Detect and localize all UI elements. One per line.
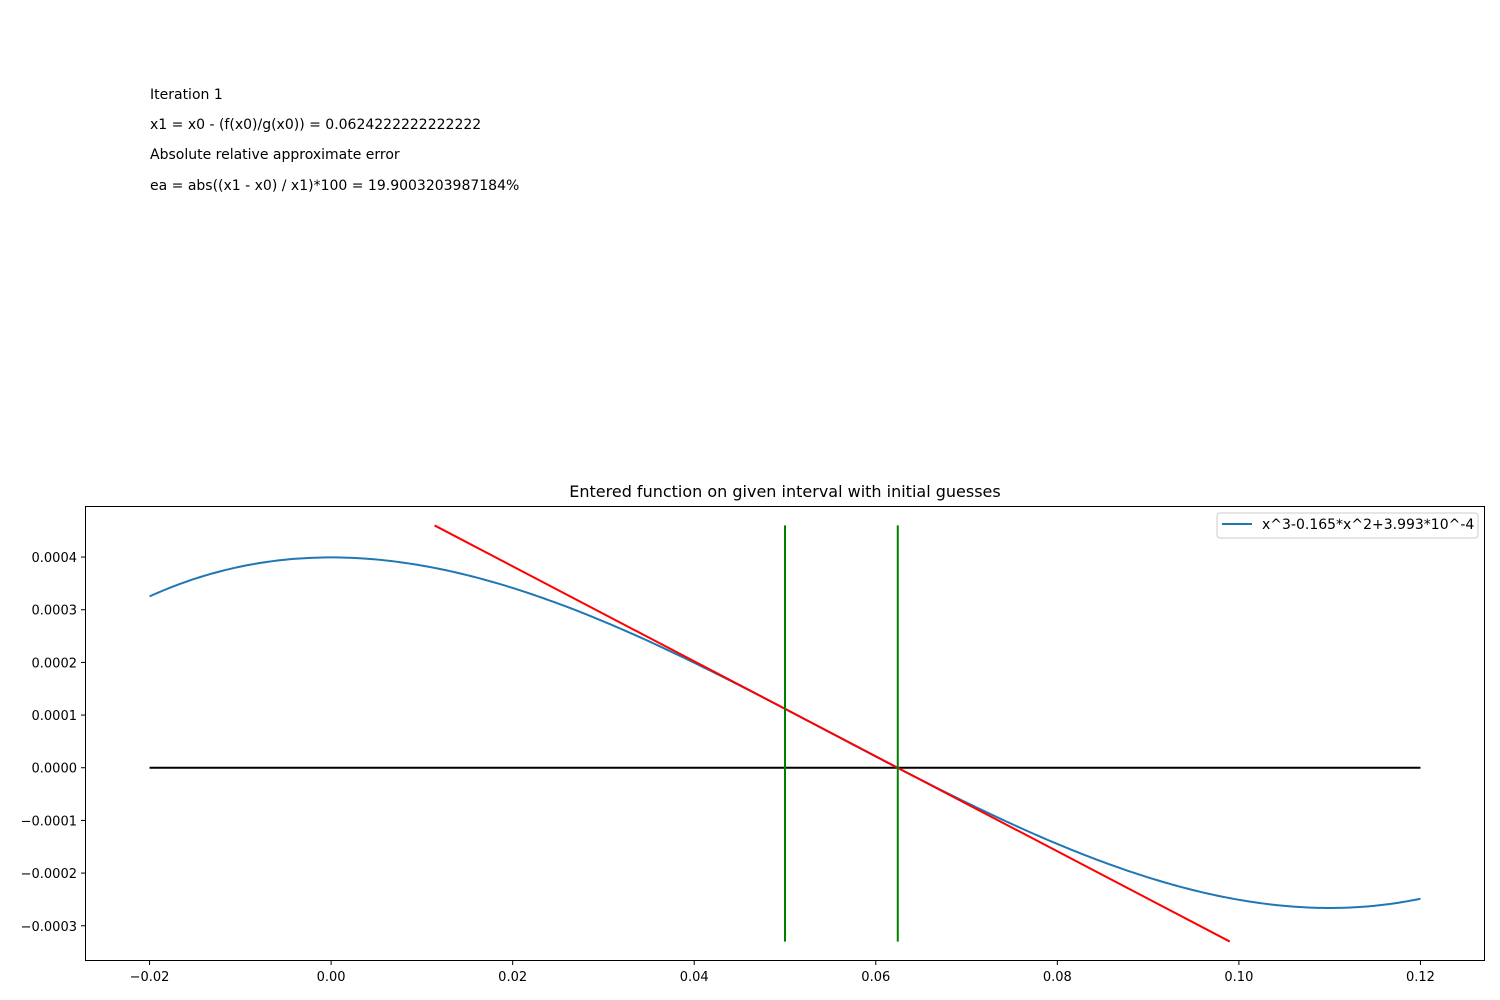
y-tick-label: 0.0001 bbox=[32, 709, 78, 724]
y-tick-label: −0.0003 bbox=[21, 920, 77, 935]
x-tick-label: 0.04 bbox=[680, 970, 709, 985]
legend-entry-label: x^3-0.165*x^2+3.993*10^-4 bbox=[1262, 517, 1474, 533]
x-tick-label: 0.00 bbox=[317, 970, 346, 985]
chart-title: Entered function on given interval with … bbox=[569, 482, 1000, 501]
x-tick-label: 0.08 bbox=[1043, 970, 1072, 985]
error-formula-text: ea = abs((x1 - x0) / x1)*100 = 19.900320… bbox=[150, 178, 520, 194]
legend: x^3-0.165*x^2+3.993*10^-4 bbox=[1216, 512, 1479, 539]
y-tick-label: 0.0003 bbox=[32, 604, 78, 619]
axes-frame bbox=[85, 506, 1485, 961]
x-tick-label: 0.06 bbox=[861, 970, 890, 985]
newton-formula-text: x1 = x0 - (f(x0)/g(x0)) = 0.062422222222… bbox=[150, 117, 482, 133]
x-tick-label: 0.10 bbox=[1224, 970, 1253, 985]
error-heading: Absolute relative approximate error bbox=[150, 147, 400, 163]
y-tick-label: 0.0004 bbox=[32, 551, 78, 566]
y-tick-label: −0.0002 bbox=[21, 867, 77, 882]
legend-box bbox=[1216, 512, 1479, 539]
x-tick-label: 0.12 bbox=[1406, 970, 1435, 985]
x-tick-label: −0.02 bbox=[130, 970, 170, 985]
y-tick-label: 0.0000 bbox=[32, 762, 78, 777]
y-tick-label: 0.0002 bbox=[32, 656, 78, 671]
y-tick-label: −0.0001 bbox=[21, 814, 77, 829]
iteration-label: Iteration 1 bbox=[150, 87, 223, 103]
tangent-line bbox=[434, 524, 1231, 943]
x-tick-label: 0.02 bbox=[498, 970, 527, 985]
